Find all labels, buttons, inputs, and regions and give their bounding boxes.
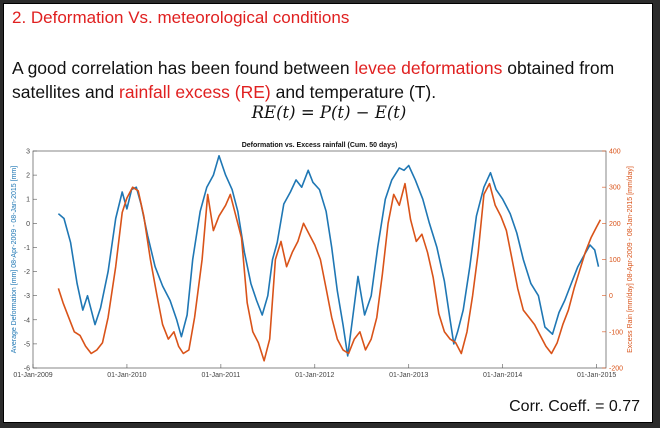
deformation-series-line — [57, 155, 600, 357]
x-tick-label: 01-Jan-2011 — [201, 372, 240, 379]
y-right-tick-label: 200 — [609, 221, 621, 228]
y-left-tick-label: 2 — [26, 173, 30, 180]
y-left-tick-label: 0 — [26, 221, 30, 228]
y-right-tick-label: 400 — [609, 149, 621, 156]
chart-title: Deformation vs. Excess rainfall (Cum. 50… — [242, 142, 398, 149]
y-right-tick-label: -200 — [609, 366, 623, 373]
intro-text: A good correlation has been found betwee… — [12, 56, 642, 104]
y-right-tick-label: 100 — [609, 257, 621, 264]
intro-highlight-rainfall-excess: rainfall excess (RE) — [119, 82, 271, 102]
plot-frame — [32, 150, 607, 369]
x-tick-label: 01-Jan-2009 — [13, 372, 52, 379]
deformation-rainfall-chart: Deformation vs. Excess rainfall (Cum. 50… — [11, 142, 634, 379]
y-left-tick-label: 1 — [26, 197, 30, 204]
x-tick-label: 01-Jan-2014 — [483, 372, 522, 379]
slide: 2. Deformation Vs. meteorological condit… — [3, 3, 653, 423]
intro-part-1: A good correlation has been found betwee… — [12, 58, 355, 78]
x-tick-label: 01-Jan-2015 — [577, 372, 616, 379]
y-right-tick-label: 300 — [609, 185, 621, 192]
y-right-tick-label: 0 — [609, 293, 613, 300]
intro-highlight-levee-deformations: levee deformations — [354, 58, 503, 78]
slide-heading: 2. Deformation Vs. meteorological condit… — [12, 8, 350, 27]
x-tick-label: 01-Jan-2010 — [107, 372, 146, 379]
excess-rain-series-line — [57, 182, 602, 362]
y-left-tick-label: -3 — [24, 293, 30, 300]
x-tick-label: 01-Jan-2012 — [295, 372, 334, 379]
intro-part-2: obtained from satellites and — [12, 58, 615, 102]
y-left-tick-label: -2 — [24, 269, 30, 276]
y-left-tick-label: -5 — [24, 341, 30, 348]
y-left-tick-label: -4 — [24, 317, 30, 324]
y-right-axis-label: Excess Rain [mm/day] 08-Apr-2009 - 08-Ja… — [627, 166, 634, 353]
y-left-tick-label: -1 — [24, 245, 30, 252]
y-left-tick-label: -6 — [24, 366, 30, 373]
y-left-tick-label: 3 — [26, 149, 30, 156]
y-right-tick-label: -100 — [609, 329, 623, 336]
x-tick-label: 01-Jan-2013 — [389, 372, 428, 379]
y-left-axis-label: Average Deformation [mm] 08-Apr-2009 - 0… — [11, 166, 18, 353]
formula: RE(t) = P(t) − E(t) — [251, 103, 407, 122]
intro-part-3: and temperature (T). — [270, 82, 437, 102]
correlation-coefficient: Corr. Coeff. = 0.77 — [509, 398, 640, 415]
